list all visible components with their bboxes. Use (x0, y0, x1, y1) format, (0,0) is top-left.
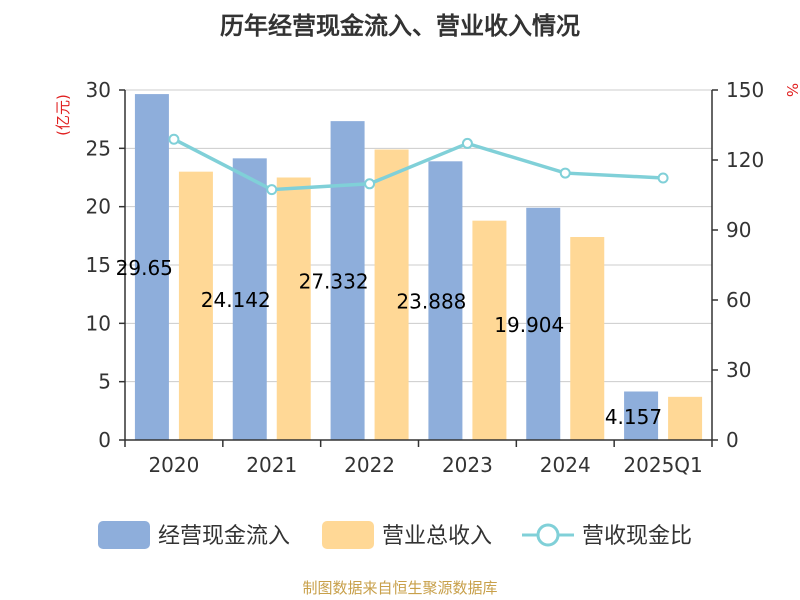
ratio-point (168, 133, 180, 145)
bar-cash-inflow (232, 158, 267, 441)
line-layer (168, 133, 669, 196)
left-tick-label: 30 (86, 78, 111, 102)
x-tick-label: 2025Q1 (623, 453, 702, 477)
legend-swatch-cash-inflow (98, 521, 150, 549)
right-tick-label: 150 (726, 78, 764, 102)
right-tick-label: 30 (726, 358, 751, 382)
source-note: 制图数据来自恒生聚源数据库 (302, 579, 498, 597)
right-tick-label: 60 (726, 288, 751, 312)
ratio-point (461, 137, 473, 149)
axes-layer: 0 5 10 15 20 25 30 0 30 60 90 120 150 2020 2021 2022 202… (54, 78, 800, 477)
cash-inflow-data-label: 23.888 (396, 290, 466, 314)
ratio-point (266, 184, 278, 196)
right-axis-unit: % (783, 83, 800, 97)
left-tick-label: 20 (86, 195, 111, 219)
right-tick-label: 0 (726, 428, 739, 452)
chart-title: 历年经营现金流入、营业收入情况 (220, 12, 580, 40)
left-tick-label: 15 (86, 253, 111, 277)
cash-inflow-data-label: 27.332 (299, 270, 369, 294)
bar-cash-inflow (428, 161, 463, 440)
cash-inflow-data-label: 4.157 (605, 405, 662, 429)
left-tick-label: 10 (86, 311, 111, 335)
x-tick-label: 2021 (246, 453, 297, 477)
legend-swatch-revenue (322, 521, 374, 549)
ratio-point (364, 178, 376, 190)
bar-revenue (570, 237, 605, 440)
cash-inflow-data-label: 29.65 (116, 256, 173, 280)
legend-label-revenue: 营业总收入 (382, 524, 492, 549)
bar-revenue (178, 171, 213, 440)
left-axis-unit: (亿元) (54, 94, 72, 136)
bar-cash-inflow (134, 94, 169, 440)
x-tick-label: 2022 (344, 453, 395, 477)
ratio-point (559, 167, 571, 179)
left-tick-label: 25 (86, 136, 111, 160)
ratio-line (173, 137, 664, 192)
x-tick-label: 2020 (148, 453, 199, 477)
legend: 经营现金流入 营业总收入 营收现金比 (98, 521, 692, 549)
left-tick-label: 0 (98, 428, 111, 452)
right-tick-label: 120 (726, 148, 764, 172)
legend-swatch-ratio-marker (536, 523, 560, 547)
left-tick-label: 5 (98, 370, 111, 394)
bar-cash-inflow (526, 207, 561, 440)
legend-label-cash-inflow: 经营现金流入 (158, 524, 290, 549)
data-labels-layer: 29.65 24.142 27.332 23.888 19.904 4.157 (116, 256, 662, 429)
bar-revenue (668, 396, 703, 440)
bar-cash-inflow (624, 391, 659, 440)
bar-revenue (374, 149, 409, 440)
cash-inflow-data-label: 19.904 (494, 313, 564, 337)
bars-layer (134, 94, 703, 441)
grid-layer (125, 89, 712, 441)
right-tick-label: 90 (726, 218, 751, 242)
x-tick-label: 2024 (540, 453, 591, 477)
bar-revenue (276, 177, 311, 440)
bar-revenue (472, 220, 507, 440)
bar-cash-inflow (330, 121, 365, 441)
legend-label-ratio: 营收现金比 (582, 524, 692, 549)
ratio-point (657, 172, 669, 184)
x-tick-label: 2023 (442, 453, 493, 477)
cash-inflow-data-label: 24.142 (201, 288, 271, 312)
